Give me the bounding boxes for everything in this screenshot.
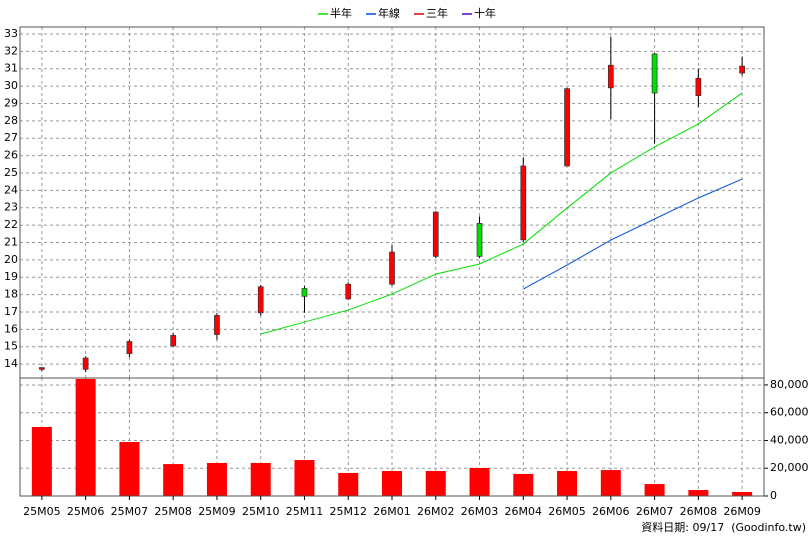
x-tick-label: 26M02 [417,505,455,518]
y-tick-label: 31 [4,62,18,75]
y-tick-label: 15 [4,340,18,353]
y-tick-label: 40,000 [770,433,808,446]
candle-body [301,288,308,297]
bar [644,484,665,496]
bar [250,462,271,496]
candle-body [214,315,220,335]
bar [425,471,446,496]
bar [338,472,359,496]
x-tick-label: 25M08 [154,505,192,518]
legend-label: 半年 [330,6,352,20]
y-tick-label: 32 [4,44,18,57]
bar [688,490,709,496]
y-tick-label: 0 [770,489,777,502]
candle-body [607,64,614,89]
legend-label: 十年 [474,6,496,20]
y-tick-label: 22 [4,218,18,231]
line-series [523,178,743,290]
candle-body [520,165,527,241]
x-tick-label: 25M06 [67,505,105,518]
x-tick-label: 26M06 [592,505,630,518]
y-tick-label: 27 [4,131,18,144]
candle-body [695,77,702,96]
bar [557,471,578,496]
bar [163,464,184,496]
legend-label: 年線 [378,6,400,20]
bar [75,378,96,496]
bar [382,471,402,496]
y-tick-label: 60,000 [770,406,808,419]
bar [600,470,621,496]
bar [513,473,534,496]
x-tick-label: 26M01 [373,505,411,518]
y-tick-label: 20,000 [770,461,808,474]
candle-body [126,341,133,355]
candle-body [389,251,395,285]
y-tick-label: 24 [4,183,18,196]
candle-body [651,53,658,94]
x-tick-label: 25M10 [242,505,280,518]
y-tick-label: 21 [4,235,18,248]
bar [119,441,140,496]
x-tick-label: 25M12 [329,505,367,518]
y-tick-label: 26 [4,149,18,162]
candle-body [739,65,745,74]
candle-body [257,286,264,314]
candle-body [476,223,483,257]
x-tick-label: 25M05 [23,505,61,518]
candle-body [564,88,570,167]
y-tick-label: 33 [4,27,18,40]
y-tick-label: 29 [4,96,18,109]
y-tick-label: 18 [4,288,18,301]
y-tick-label: 80,000 [770,378,808,391]
bar [732,491,753,496]
y-tick-label: 16 [4,322,18,335]
y-tick-label: 28 [4,114,18,127]
candle-body [170,335,177,347]
y-tick-label: 30 [4,79,18,92]
bar [31,427,52,496]
y-tick-label: 17 [4,305,18,318]
footer: 資料日期: 09/17 (Goodinfo.tw) [641,520,806,534]
legend-label: 三年 [426,6,448,20]
y-tick-label: 23 [4,201,18,214]
y-tick-label: 25 [4,166,18,179]
x-tick-label: 26M09 [723,505,761,518]
x-tick-label: 26M07 [636,505,674,518]
y-tick-label: 19 [4,270,18,283]
candle-body [432,211,439,257]
candle-body [82,357,89,370]
candle-body [39,367,45,370]
x-tick-label: 26M05 [548,505,586,518]
bar [206,462,227,496]
y-tick-label: 14 [4,357,18,370]
x-tick-label: 25M09 [198,505,236,518]
x-tick-label: 25M11 [286,505,324,518]
candle-body [345,283,352,300]
y-tick-label: 20 [4,253,18,266]
x-tick-label: 25M07 [111,505,149,518]
bar [294,460,315,496]
x-tick-label: 26M04 [505,505,543,518]
line-series [260,92,743,335]
x-tick-label: 26M03 [461,505,499,518]
bar [469,467,490,496]
x-tick-label: 26M08 [680,505,718,518]
